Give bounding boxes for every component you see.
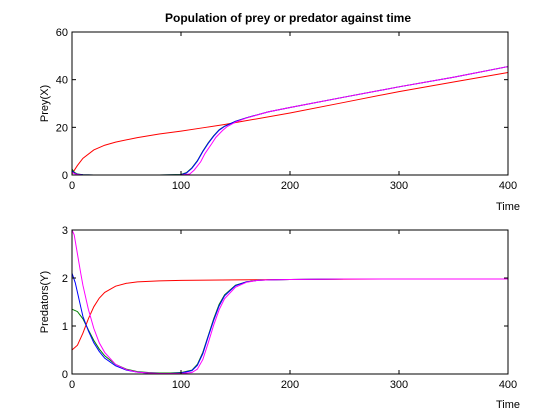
prey-series-4 <box>71 66 509 176</box>
predator-x-tick-label: 300 <box>390 379 408 391</box>
prey-x-tick-label: 400 <box>499 180 517 192</box>
predator-x-axis-label: Time <box>496 399 520 411</box>
prey-plot: 0 100 200 300 400 0 20 40 60 Time Prey(X) <box>39 27 520 213</box>
predator-series-3 <box>71 273 508 375</box>
prey-axes-box <box>71 31 509 176</box>
predator-series-2 <box>71 278 508 374</box>
predator-x-tick-label: 100 <box>172 379 190 391</box>
prey-y-tick-label: 0 <box>62 170 68 182</box>
predator-y-axis-label: Predators(Y) <box>39 271 51 333</box>
predator-series-1 <box>71 278 508 351</box>
prey-y-tick-label: 40 <box>56 75 68 87</box>
prey-series-2 <box>71 66 509 176</box>
predator-y-tick-label: 3 <box>62 225 68 237</box>
predator-x-tick-label: 200 <box>281 379 299 391</box>
prey-x-axis-label: Time <box>496 201 520 213</box>
predator-x-tick-label: 400 <box>499 379 517 391</box>
prey-y-axis-label: Prey(X) <box>39 85 51 122</box>
prey-y-tick-label: 20 <box>56 122 68 134</box>
prey-x-tick-label: 100 <box>172 180 190 192</box>
prey-series-1 <box>71 72 509 175</box>
predator-axes-box <box>71 229 509 375</box>
predator-x-tick-label: 0 <box>69 379 75 391</box>
prey-y-tick-label: 60 <box>56 27 68 39</box>
chart-title: Population of prey or predator against t… <box>165 11 411 25</box>
predator-y-tick-label: 2 <box>62 273 68 285</box>
predator-y-tick-label: 1 <box>62 321 68 333</box>
prey-x-tick-label: 200 <box>281 180 299 192</box>
predator-series-4 <box>71 229 508 375</box>
predator-plot: 0 100 200 300 400 0 1 2 3 Time Predators(Y) <box>39 225 520 411</box>
predator-y-tick-label: 0 <box>62 369 68 381</box>
prey-x-tick-label: 300 <box>390 180 408 192</box>
prey-series-3 <box>71 66 509 176</box>
prey-x-tick-label: 0 <box>69 180 75 192</box>
